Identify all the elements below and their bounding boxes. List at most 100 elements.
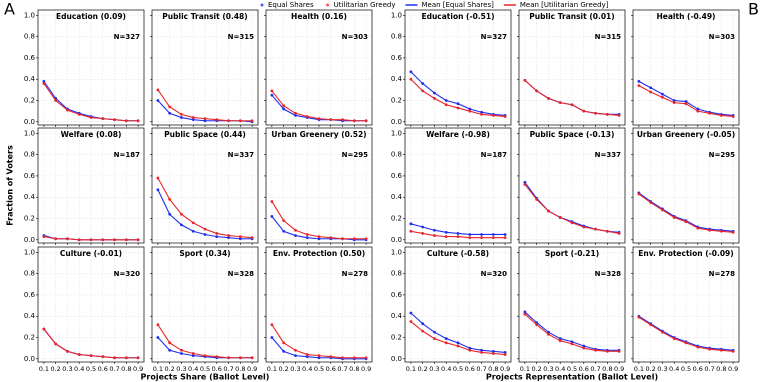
mean-marker — [341, 237, 344, 241]
y-tick-label: 0.0 — [24, 236, 35, 244]
mean-marker — [480, 351, 483, 354]
y-tick-label: 0.8 — [24, 151, 35, 159]
mean-marker — [227, 119, 230, 123]
x-tick-label: 0.3 — [543, 365, 553, 373]
x-tick-label: 0.8 — [235, 365, 245, 373]
mean-marker — [708, 228, 711, 232]
mean-marker — [42, 82, 46, 85]
mean-marker — [605, 229, 609, 233]
mean-marker — [696, 226, 700, 230]
mean-marker — [468, 346, 472, 350]
mean-marker — [294, 348, 297, 352]
mean-marker — [203, 117, 207, 121]
mean-marker — [456, 235, 460, 239]
mean-marker — [503, 353, 507, 356]
mean-marker — [409, 229, 413, 233]
y-tick-label: 0.4 — [24, 75, 36, 83]
x-tick-label: 0.3 — [429, 365, 439, 373]
mean-marker — [409, 311, 413, 315]
mean-marker — [409, 222, 413, 226]
x-tick-label: 0.7 — [109, 365, 119, 373]
x-tick-label: 0.3 — [62, 365, 72, 373]
mean-marker — [480, 112, 483, 116]
subplot-title: Health (0.16) — [291, 12, 347, 21]
mean-marker — [270, 93, 274, 97]
mean-marker — [672, 99, 676, 102]
mean-marker — [156, 88, 160, 92]
mean-marker — [433, 228, 436, 232]
y-tick-label: 0.8 — [24, 270, 35, 278]
sample-size: N=327 — [114, 33, 140, 41]
y-tick-label: 0.8 — [391, 151, 402, 159]
plot-frame — [632, 246, 740, 363]
mean-marker — [594, 227, 597, 231]
mean-marker — [582, 346, 586, 350]
mean-marker — [136, 119, 140, 123]
mean-marker — [547, 332, 550, 336]
x-tick-label: 0.2 — [50, 365, 60, 373]
sample-size: N=187 — [481, 151, 507, 159]
mean-marker — [282, 229, 286, 233]
plot-frame — [518, 9, 626, 126]
subplot-title: Welfare (-0.98) — [426, 130, 490, 139]
y-tick-label: 0.4 — [391, 75, 403, 83]
mean-marker — [617, 349, 621, 353]
x-tick-label: 0.4 — [555, 365, 565, 373]
mean-marker — [480, 236, 483, 240]
mean-marker — [558, 339, 562, 343]
y-tick-label: 0.6 — [24, 291, 36, 299]
mean-marker — [421, 322, 425, 326]
mean-marker — [433, 330, 436, 334]
y-tick-label: 1.0 — [391, 129, 402, 137]
mean-marker — [444, 103, 448, 107]
mean-marker — [282, 349, 286, 353]
mean-marker — [238, 356, 242, 360]
mean-marker — [156, 323, 160, 327]
mean-marker — [191, 221, 195, 225]
mean-marker — [468, 236, 472, 240]
y-tick-label: 0.8 — [391, 33, 402, 41]
y-tick-label: 0.2 — [391, 334, 402, 342]
x-tick-label: 0.9 — [500, 365, 510, 373]
plot-frame — [404, 246, 512, 363]
plot-frame — [632, 127, 740, 244]
mean-marker — [661, 92, 664, 96]
y-tick-label: 0.6 — [24, 54, 36, 62]
mean-marker — [523, 312, 527, 316]
legend-marker — [260, 3, 264, 7]
subplot-title: Env. Protection (0.50) — [273, 249, 365, 258]
y-tick-label: 1.0 — [24, 248, 35, 256]
sample-size: N=278 — [709, 270, 735, 278]
mean-marker — [77, 238, 81, 242]
x-tick-label: 0.5 — [453, 365, 463, 373]
mean-marker — [42, 327, 46, 331]
mean-marker — [203, 354, 207, 358]
mean-marker — [180, 116, 183, 119]
x-tick-label: 0.1 — [153, 365, 163, 373]
subplot-title: Sport (-0.21) — [545, 249, 599, 258]
sample-size: N=320 — [114, 270, 140, 278]
mean-marker — [227, 356, 230, 360]
mean-marker — [77, 112, 81, 116]
mean-marker — [731, 115, 735, 118]
legend-marker — [326, 3, 330, 7]
mean-marker — [341, 118, 344, 122]
mean-marker — [684, 220, 688, 224]
x-tick-label: 0.9 — [614, 365, 624, 373]
mean-marker — [215, 235, 219, 239]
mean-marker — [215, 355, 219, 359]
y-tick-label: 0.2 — [24, 97, 35, 105]
mean-marker — [503, 233, 507, 236]
sample-size: N=320 — [481, 270, 507, 278]
mean-marker — [227, 234, 230, 237]
mean-marker — [329, 118, 333, 122]
mean-marker — [191, 118, 195, 122]
mean-marker — [480, 110, 483, 114]
mean-marker — [250, 356, 254, 360]
mean-marker — [696, 345, 700, 349]
x-tick-label: 0.7 — [223, 365, 233, 373]
y-tick-label: 1.0 — [24, 11, 35, 19]
mean-marker — [661, 95, 664, 99]
x-tick-label: 0.6 — [326, 365, 336, 373]
mean-marker — [124, 356, 128, 360]
